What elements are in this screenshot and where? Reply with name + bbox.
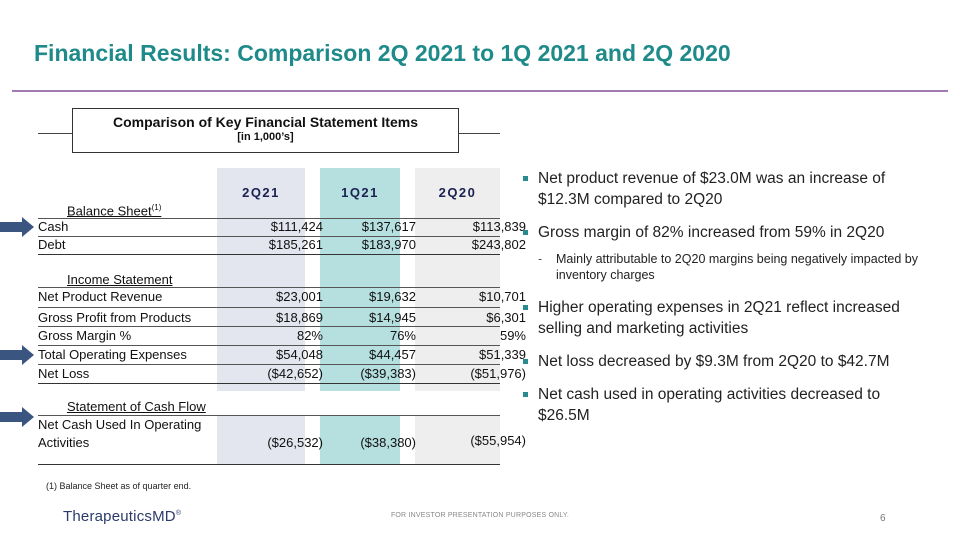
table-row: Gross Profit from Products $18,869 $14,9… (38, 309, 526, 327)
sub-bullet-item: Mainly attributable to 2Q20 margins bein… (522, 251, 932, 283)
row-rule (38, 287, 500, 288)
table-header-title: Comparison of Key Financial Statement It… (113, 114, 418, 130)
header-line-left (38, 133, 72, 134)
cell-2q21: $185,261 (268, 237, 323, 252)
cell-2q21: $54,048 (276, 347, 323, 362)
cell-2q20: ($51,976) (470, 366, 526, 381)
row-rule (38, 383, 500, 384)
cell-1q21: $183,970 (361, 237, 416, 252)
cell-2q20: $51,339 (479, 347, 526, 362)
table-row: Total Operating Expenses $54,048 $44,457… (38, 346, 526, 364)
table-header-box: Comparison of Key Financial Statement It… (72, 108, 459, 153)
column-header-1q21: 1Q21 (341, 185, 379, 200)
row-label-continued: Activities (38, 435, 90, 450)
row-label: Gross Margin % (38, 328, 132, 343)
right-arrow-icon (0, 345, 34, 365)
cell-2q21: 82% (296, 328, 323, 343)
row-rule (38, 464, 500, 465)
row-rule (38, 345, 500, 346)
row-rule (38, 236, 500, 237)
right-arrow-icon (0, 217, 34, 237)
column-gap (217, 391, 500, 416)
slide-title: Financial Results: Comparison 2Q 2021 to… (34, 40, 731, 66)
table-row: Debt $185,261 $183,970 $243,802 (38, 236, 526, 254)
row-label: Gross Profit from Products (38, 310, 192, 325)
row-label: Cash (38, 219, 69, 234)
header-line-right (459, 133, 500, 134)
cell-1q21: $44,457 (369, 347, 416, 362)
section-income-statement: Income Statement (67, 272, 173, 287)
table-row: Net Cash Used In Operating Activities ($… (38, 416, 526, 464)
table-row: Gross Margin % 82% 76% 59% (38, 327, 526, 345)
cell-1q21: 76% (389, 328, 416, 343)
section-cash-flow: Statement of Cash Flow (67, 399, 206, 414)
table-row: Cash $111,424 $137,617 $113,839 (38, 218, 526, 236)
bullet-item: Gross margin of 82% increased from 59% i… (522, 222, 932, 243)
bullet-item: Net product revenue of $23.0M was an inc… (522, 168, 932, 210)
cell-1q21: $137,617 (361, 219, 416, 234)
cell-2q20: $113,839 (472, 219, 526, 234)
row-rule (38, 364, 500, 365)
cell-1q21: $14,945 (369, 310, 416, 325)
right-arrow-icon (0, 407, 34, 427)
row-rule (38, 254, 500, 255)
row-label: Debt (38, 237, 66, 252)
page-number: 6 (880, 513, 886, 524)
disclaimer: FOR INVESTOR PRESENTATION PURPOSES ONLY. (390, 512, 570, 519)
bullet-item: Net cash used in operating activities de… (522, 384, 932, 426)
footnote: (1) Balance Sheet as of quarter end. (46, 481, 192, 491)
column-header-2q20: 2Q20 (438, 185, 477, 200)
bullet-item: Higher operating expenses in 2Q21 reflec… (522, 297, 932, 339)
row-rule (38, 326, 500, 327)
section-balance-sheet: Balance Sheet(1) (67, 203, 162, 219)
bullet-item: Net loss decreased by $9.3M from 2Q20 to… (522, 351, 932, 372)
cell-1q21: ($39,383) (360, 366, 416, 381)
bullet-list: Net product revenue of $23.0M was an inc… (522, 168, 932, 438)
row-rule (38, 307, 500, 308)
cell-1q21: ($38,380) (360, 435, 416, 450)
cell-2q21: ($26,532) (267, 435, 323, 450)
cell-2q20: $10,701 (479, 289, 526, 304)
cell-2q21: $18,869 (276, 310, 323, 325)
cell-2q20: $6,301 (486, 310, 526, 325)
cell-2q20: ($55,954) (470, 433, 526, 448)
title-divider (12, 90, 948, 92)
row-label: Net Product Revenue (38, 289, 163, 304)
cell-2q20: 59% (499, 328, 526, 343)
column-header-2q21: 2Q21 (242, 185, 280, 200)
table-row: Net Product Revenue $23,001 $19,632 $10,… (38, 288, 526, 306)
row-label: Net Cash Used In Operating (38, 417, 202, 432)
company-logo: TherapeuticsMD® (63, 508, 182, 525)
row-label: Net Loss (38, 366, 90, 381)
cell-1q21: $19,632 (369, 289, 416, 304)
table-header-subtitle: [in 1,000’s] (237, 131, 294, 143)
row-rule (38, 218, 500, 219)
cell-2q21: ($42,652) (267, 366, 323, 381)
row-label: Total Operating Expenses (38, 347, 187, 362)
cell-2q20: $243,802 (471, 237, 526, 252)
table-row: Net Loss ($42,652) ($39,383) ($51,976) (38, 365, 526, 383)
cell-2q21: $23,001 (276, 289, 323, 304)
row-rule (38, 415, 500, 416)
cell-2q21: $111,424 (270, 219, 323, 234)
